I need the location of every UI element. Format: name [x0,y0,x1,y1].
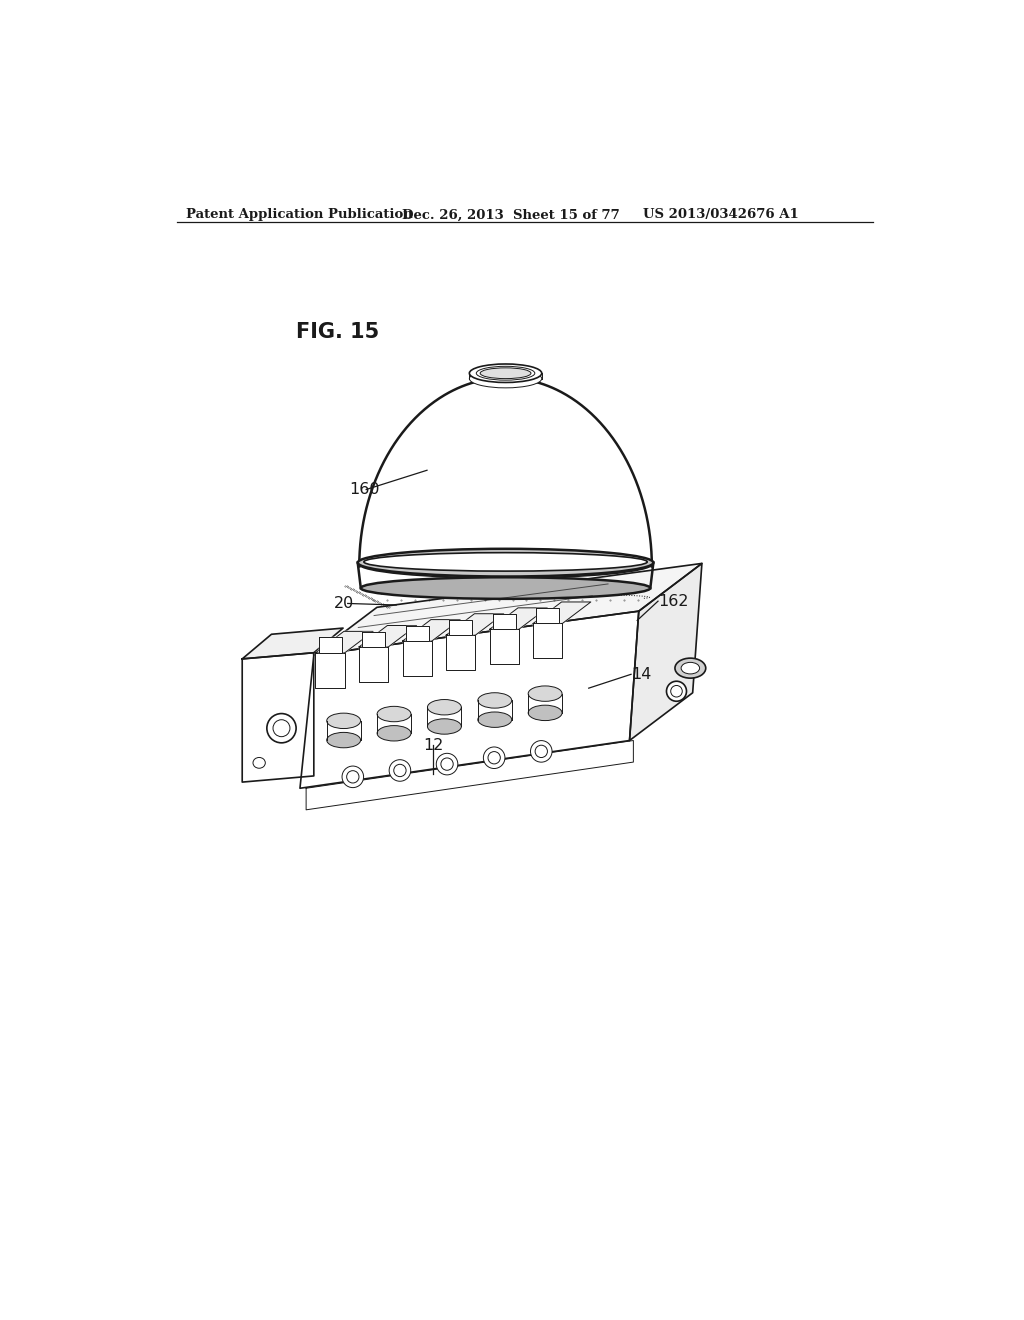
Ellipse shape [389,760,411,781]
Polygon shape [406,626,429,642]
Ellipse shape [536,746,548,758]
Ellipse shape [478,711,512,727]
Polygon shape [402,619,460,642]
Text: FIG. 15: FIG. 15 [296,322,379,342]
Polygon shape [534,602,591,623]
Ellipse shape [377,706,411,722]
Text: US 2013/0342676 A1: US 2013/0342676 A1 [643,209,799,222]
Ellipse shape [528,686,562,701]
Ellipse shape [528,705,562,721]
Text: 12: 12 [423,738,443,752]
Polygon shape [318,638,342,653]
Ellipse shape [253,758,265,768]
Ellipse shape [480,368,531,379]
Ellipse shape [478,693,512,708]
Polygon shape [300,611,639,788]
Polygon shape [402,642,432,676]
Ellipse shape [436,754,458,775]
Ellipse shape [359,550,652,578]
Polygon shape [489,607,547,630]
Ellipse shape [360,577,650,599]
Polygon shape [537,609,559,623]
Ellipse shape [327,733,360,748]
Ellipse shape [483,747,505,768]
Polygon shape [359,647,388,681]
Text: Dec. 26, 2013  Sheet 15 of 77: Dec. 26, 2013 Sheet 15 of 77 [401,209,620,222]
Ellipse shape [273,719,290,737]
Polygon shape [446,614,504,635]
Polygon shape [630,564,701,741]
Polygon shape [306,741,634,810]
Ellipse shape [671,685,682,697]
Polygon shape [489,630,519,664]
Polygon shape [450,620,472,635]
Polygon shape [359,378,652,566]
Ellipse shape [469,370,542,388]
Ellipse shape [342,766,364,788]
Ellipse shape [267,714,296,743]
Ellipse shape [675,659,706,678]
Ellipse shape [441,758,454,771]
Ellipse shape [377,726,411,741]
Ellipse shape [327,713,360,729]
Ellipse shape [681,663,699,675]
Polygon shape [359,626,417,647]
Polygon shape [446,635,475,669]
Polygon shape [315,653,345,688]
Text: 162: 162 [658,594,688,609]
Text: Patent Application Publication: Patent Application Publication [186,209,413,222]
Ellipse shape [357,549,653,577]
Polygon shape [493,614,516,630]
Ellipse shape [394,764,407,776]
Text: 14: 14 [631,667,651,682]
Ellipse shape [427,719,462,734]
Ellipse shape [488,751,501,764]
Polygon shape [243,628,343,659]
Polygon shape [243,653,313,781]
Polygon shape [313,564,701,655]
Text: 160: 160 [349,482,380,498]
Ellipse shape [364,553,647,572]
Ellipse shape [347,771,359,783]
Ellipse shape [530,741,552,762]
Ellipse shape [469,364,542,383]
Ellipse shape [667,681,686,701]
Polygon shape [534,623,562,659]
Polygon shape [315,631,373,653]
Ellipse shape [476,367,535,380]
Text: 20: 20 [334,595,354,611]
Polygon shape [362,631,385,647]
Ellipse shape [427,700,462,715]
